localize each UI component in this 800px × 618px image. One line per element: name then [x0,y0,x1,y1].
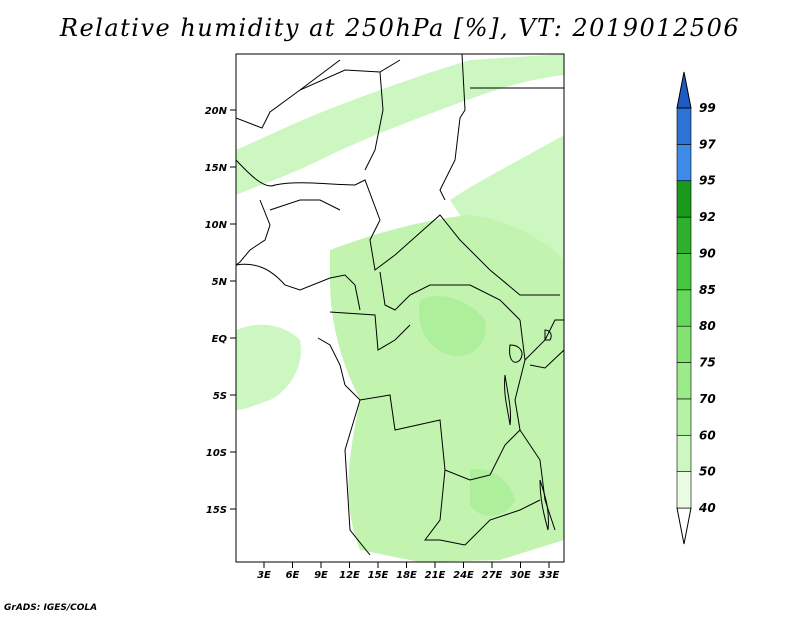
humidity-central [330,215,564,562]
colorbar-segment [676,289,692,327]
humidity-field [236,54,564,562]
lon-tick-label: 6E [286,570,300,581]
colorbar-label: 97 [699,137,716,151]
colorbar-label: 92 [699,210,716,224]
colorbar-label: 95 [699,174,716,188]
humidity-band-sahara [236,54,564,195]
lat-tick-label: 5N [212,277,228,288]
colorbar-label: 99 [699,101,716,115]
lon-tick-label: 27E [482,570,503,581]
grads-credit: GrADS: IGES/COLA [4,603,98,613]
lat-tick-label: EQ [212,334,228,345]
colorbar-segment [676,180,692,218]
colorbar-label: 80 [699,319,716,333]
map-title: Relative humidity at 250hPa [%], VT: 201… [59,14,741,42]
colorbar-segment [676,434,692,472]
colorbar-segment [676,144,692,182]
colorbar-segment [676,398,692,436]
longitude-axis: 3E 6E 9E 12E 15E 18E 21E 24E 27E 30E 33E [257,562,560,581]
lon-tick-label: 9E [314,570,328,581]
country-borders [236,54,564,556]
lon-tick-label: 33E [539,570,560,581]
humidity-darker-patch [419,296,486,356]
lon-tick-label: 24E [453,570,474,581]
lon-tick-label: 15E [368,570,389,581]
lon-tick-label: 21E [425,570,446,581]
colorbar-under-triangle [676,507,692,545]
lat-tick-label: 10N [205,220,228,231]
lat-tick-label: 15S [206,505,227,516]
map-frame [235,53,565,563]
colorbar-segment [676,325,692,363]
colorbar-label: 60 [699,428,716,442]
lat-tick-label: 15N [205,163,228,174]
colorbar-segment [676,362,692,400]
colorbar-label: 90 [699,246,716,260]
lat-tick-label: 20N [205,106,228,117]
colorbar-over-triangle [676,71,692,109]
lon-tick-label: 30E [510,570,531,581]
colorbar: 40 50 60 70 75 80 85 90 92 95 97 99 [676,71,716,545]
colorbar-segment [676,216,692,254]
lon-tick-label: 12E [339,570,360,581]
colorbar-segment [676,107,692,145]
colorbar-label: 50 [699,465,716,479]
lat-tick-label: 5S [213,391,227,402]
lat-tick-label: 10S [206,448,227,459]
colorbar-label: 75 [699,356,716,370]
colorbar-label: 70 [699,392,716,406]
latitude-axis: 20N 15N 10N 5N EQ 5S 10S 15S [205,106,236,516]
colorbar-segment [676,253,692,291]
colorbar-label: 40 [698,501,716,515]
lon-tick-label: 3E [257,570,271,581]
humidity-darker-patch-south [470,469,515,516]
lake-outlines [504,329,552,531]
lon-tick-label: 18E [396,570,417,581]
colorbar-label: 85 [699,283,716,297]
colorbar-segment [676,471,692,509]
humidity-gulf [236,324,301,410]
